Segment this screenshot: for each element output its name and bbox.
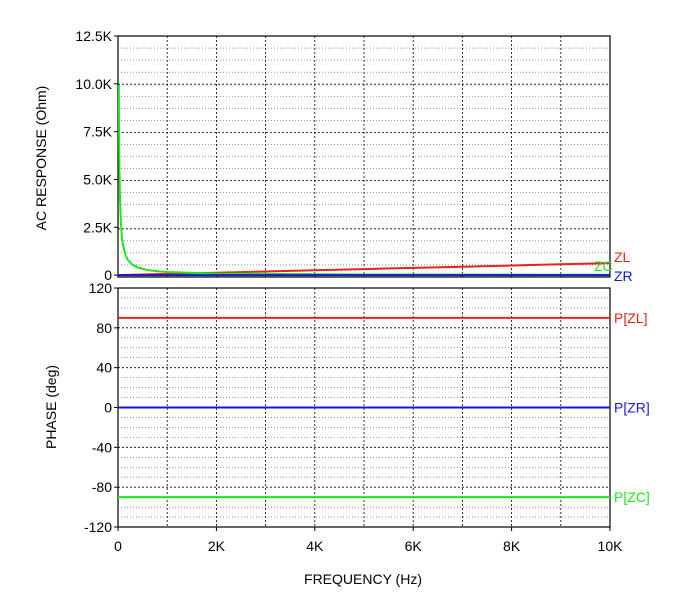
x-tick-label: 10K bbox=[598, 538, 624, 554]
y-tick-label: 0 bbox=[104, 400, 112, 416]
series-label: ZL bbox=[614, 249, 631, 265]
series-label: P[ZR] bbox=[614, 400, 650, 416]
y-tick-label: 5.0K bbox=[83, 171, 112, 187]
x-tick-label: 2K bbox=[208, 538, 226, 554]
y-tick-label: -40 bbox=[92, 439, 112, 455]
series-label: P[ZC] bbox=[614, 489, 650, 505]
x-tick-label: 0 bbox=[114, 538, 122, 554]
x-ticks: 0 2K 4K 6K 8K 10K bbox=[114, 527, 623, 554]
y-tick-label: 120 bbox=[89, 280, 113, 296]
x-tick-label: 8K bbox=[503, 538, 521, 554]
y-tick-label: 7.5K bbox=[83, 124, 112, 140]
y-tick-label: 40 bbox=[96, 360, 112, 376]
x-axis-label: FREQUENCY (Hz) bbox=[304, 571, 422, 587]
y-tick-label: 80 bbox=[96, 320, 112, 336]
bottom-series bbox=[118, 316, 610, 499]
top-series bbox=[118, 84, 610, 277]
bottom-y-ticks: 120 80 40 0 -40 -80 -120 bbox=[84, 280, 118, 535]
bottom-y-axis-label: PHASE (deg) bbox=[43, 365, 59, 449]
series-label: ZC bbox=[594, 258, 613, 274]
top-grid bbox=[118, 36, 610, 277]
series-label: P[ZL] bbox=[614, 310, 647, 326]
y-tick-label: 12.5K bbox=[75, 28, 112, 44]
x-tick-label: 6K bbox=[405, 538, 423, 554]
y-tick-label: 0 bbox=[104, 267, 112, 283]
top-y-ticks: 12.5K 10.0K 7.5K 5.0K 2.5K 0 bbox=[75, 28, 118, 283]
series-line-zc bbox=[118, 84, 610, 276]
y-tick-label: 2.5K bbox=[83, 219, 112, 235]
top-y-axis-label: AC RESPONSE (Ohm) bbox=[33, 86, 49, 231]
series-label: ZR bbox=[614, 268, 633, 284]
y-tick-label: -80 bbox=[92, 479, 112, 495]
y-tick-label: 10.0K bbox=[75, 76, 112, 92]
x-tick-label: 4K bbox=[306, 538, 324, 554]
bottom-series-labels: P[ZL] P[ZR] P[ZC] bbox=[614, 310, 650, 505]
y-tick-label: -120 bbox=[84, 519, 112, 535]
